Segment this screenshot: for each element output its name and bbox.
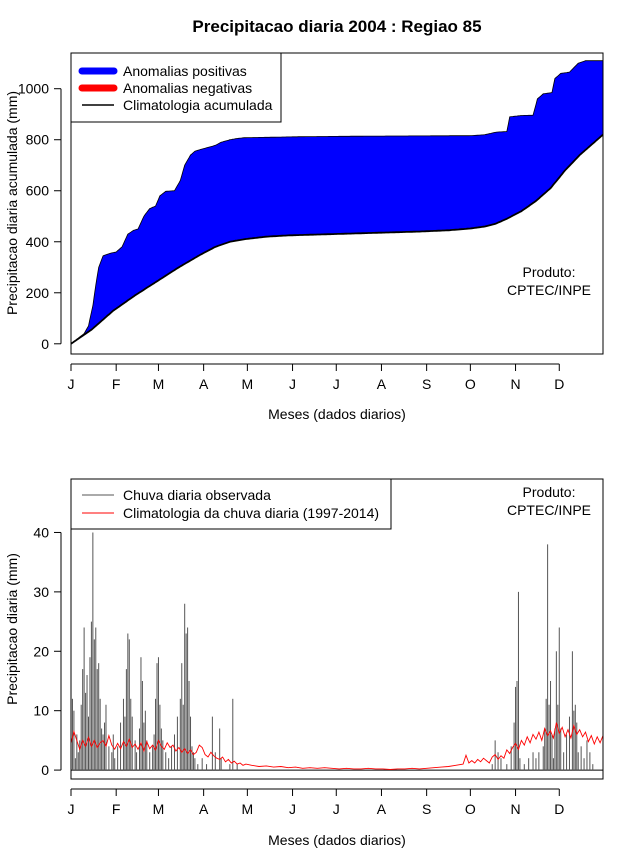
p1-x-tick-label: O [465, 376, 476, 392]
p1-y-tick-label: 1000 [18, 81, 49, 97]
p1-x-tick-label: J [68, 376, 75, 392]
p2-y-axis-label: Precipitacao diaria (mm) [4, 553, 20, 705]
legend-label-climatology: Climatologia acumulada [123, 97, 273, 113]
p1-x-tick-label: F [112, 376, 121, 392]
p1-product-source: CPTEC/INPE [507, 282, 591, 298]
p1-x-axis-label: Meses (dados diarios) [268, 406, 406, 422]
p1-x-tick-label: S [422, 376, 431, 392]
p2-x-tick-label: M [153, 801, 165, 817]
p1-y-tick-label: 400 [26, 234, 50, 250]
p2-product-source: CPTEC/INPE [507, 502, 591, 518]
panel-accumulated: 0 200 400 600 800 1000 J F M A M J J A S O N D Meses (da… [4, 52, 604, 422]
p1-x-tick-label: A [377, 376, 387, 392]
legend-label-climatology-daily: Climatologia da chuva diaria (1997-2014) [123, 505, 379, 521]
p2-y-tick-label: 30 [33, 584, 49, 600]
p2-x-tick-label: F [112, 801, 121, 817]
p1-plot-frame [70, 52, 604, 355]
p1-legend: Anomalias positivas Anomalias negativas … [70, 52, 282, 123]
p1-y-tick-label: 0 [41, 336, 49, 352]
p2-x-tick-label: N [510, 801, 520, 817]
climatology-accum-line [70, 133, 604, 345]
p2-x-tick-label: O [465, 801, 476, 817]
p1-y-tick-label: 200 [26, 285, 50, 301]
p1-x-tick-label: A [199, 376, 209, 392]
p2-y-tick-label: 0 [41, 762, 49, 778]
p2-x-tick-label: M [242, 801, 254, 817]
p2-legend-box [70, 478, 392, 530]
p2-climatology-line [70, 722, 604, 770]
p1-x-tick-label: J [289, 376, 296, 392]
p2-x-axis-label: Meses (dados diarios) [268, 832, 406, 848]
p1-y-axis-label: Precipitacao diaria acumulada (mm) [4, 91, 20, 315]
p2-product-label: Produto: [523, 484, 576, 500]
p2-legend: Chuva diaria observada Climatologia da c… [70, 478, 392, 530]
climatology-daily-line [70, 722, 604, 770]
p2-x-tick-label: D [554, 801, 564, 817]
p1-product-label: Produto: [523, 264, 576, 280]
p2-x-tick-label: J [68, 801, 75, 817]
p1-x-tick-label: N [510, 376, 520, 392]
legend-label-negative: Anomalias negativas [123, 80, 252, 96]
p2-y-tick-label: 40 [33, 524, 49, 540]
p2-y-axis: 0 10 20 30 40 [33, 524, 62, 778]
p2-x-tick-label: J [333, 801, 340, 817]
p1-y-tick-label: 800 [26, 132, 50, 148]
p2-x-tick-label: A [377, 801, 387, 817]
p1-y-tick-label: 600 [26, 183, 50, 199]
p1-x-tick-label: D [554, 376, 564, 392]
legend-label-observed: Chuva diaria observada [123, 487, 271, 503]
p1-x-tick-label: J [333, 376, 340, 392]
p1-x-tick-label: M [153, 376, 165, 392]
legend-label-positive: Anomalias positivas [123, 63, 247, 79]
p2-x-tick-label: J [289, 801, 296, 817]
p2-y-tick-label: 10 [33, 703, 49, 719]
p2-x-tick-label: S [422, 801, 431, 817]
p2-observed-bars [71, 532, 603, 771]
p1-y-axis: 0 200 400 600 800 1000 [18, 81, 62, 352]
p1-x-tick-label: M [242, 376, 254, 392]
p2-x-tick-label: A [199, 801, 209, 817]
figure-title: Precipitacao diaria 2004 : Regiao 85 [192, 17, 481, 36]
panel-daily: 0 10 20 30 40 J F M A M J J A S O N D Meses (dados diar… [4, 478, 604, 848]
p2-y-tick-label: 20 [33, 643, 49, 659]
